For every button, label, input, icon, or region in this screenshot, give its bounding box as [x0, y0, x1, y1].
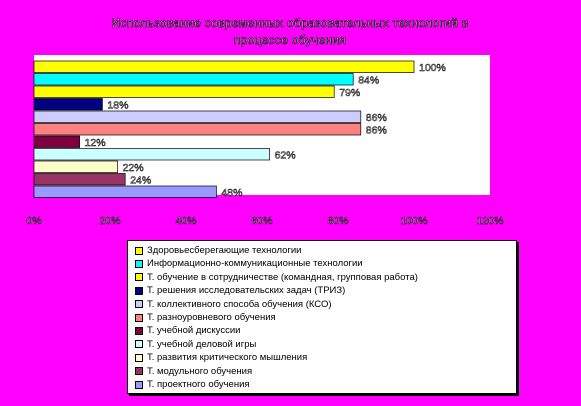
- legend-swatch: [135, 353, 143, 362]
- legend-label: Здоровьесберегающие технологии: [147, 245, 302, 256]
- legend-item-9: Т. развития критического мышления: [135, 351, 307, 364]
- legend-swatch: [135, 259, 143, 268]
- legend-label: Т. развития критического мышления: [147, 352, 308, 364]
- legend-swatch: [135, 380, 143, 389]
- data-label-11: 48%: [221, 187, 242, 199]
- bar-3: [33, 85, 335, 98]
- x-tick-label-3: 40%: [175, 215, 196, 227]
- bar-11: [33, 185, 217, 198]
- bar-9: [33, 160, 118, 173]
- bar-4: [33, 98, 103, 111]
- legend-swatch: [135, 367, 143, 376]
- legend-label: Т. коллективного способа обучения (КСО): [147, 298, 332, 310]
- legend-swatch: [135, 300, 143, 309]
- legend-label: Т. модульного обучения: [147, 365, 253, 377]
- chart-legend: Здоровьесберегающие технологии Информацио…: [127, 240, 517, 394]
- legend-item-7: Т. учебной дискуссии: [135, 324, 240, 337]
- x-tick-label-4: 60%: [251, 215, 272, 227]
- data-label-8: 62%: [275, 150, 296, 162]
- data-label-3: 79%: [339, 87, 360, 99]
- legend-label: Информационно-коммуникационные технологи…: [147, 258, 363, 270]
- data-label-1: 100%: [419, 62, 446, 74]
- bar-6: [33, 123, 362, 136]
- legend-item-8: Т. учебной деловой игры: [135, 338, 256, 351]
- legend-swatch: [135, 273, 143, 282]
- legend-item-10: Т. модульного обучения: [135, 365, 252, 378]
- bar-chart: 100% 84%79% 18% 86%86% 12% 62% 22%24% 48% 0% 20%…: [26, 55, 504, 227]
- legend-label: Т. учебной деловой игры: [147, 338, 257, 350]
- x-tick-label-7: 120%: [477, 215, 504, 227]
- chart-title-line-2: процессе обучения: [233, 33, 347, 48]
- legend-item-6: Т. разноуровневого обучения: [135, 311, 276, 324]
- x-tick-label-5: 80%: [327, 215, 348, 227]
- bar-8: [33, 148, 270, 161]
- legend-item-5: Т. коллективного способа обучения (КСО): [135, 298, 332, 311]
- data-label-10: 24%: [130, 175, 151, 187]
- legend-item-11: Т. проектного обучения: [135, 378, 250, 391]
- data-label-7: 12%: [85, 137, 106, 149]
- legend-label: Т. решения исследовательских задач (ТРИЗ…: [147, 285, 346, 297]
- data-label-9: 22%: [123, 162, 144, 174]
- legend-label: Т. учебной дискуссии: [147, 325, 241, 337]
- legend-swatch: [135, 246, 143, 255]
- legend-swatch: [135, 326, 143, 335]
- data-label-2: 84%: [358, 75, 379, 87]
- bar-1: [33, 60, 415, 73]
- legend-label: Т. обучение в сотрудничестве (командная,…: [147, 271, 418, 283]
- legend-swatch: [135, 340, 143, 349]
- data-label-4: 18%: [107, 100, 128, 112]
- data-label-6: 86%: [366, 125, 387, 137]
- bar-2: [33, 73, 354, 86]
- legend-swatch: [135, 313, 143, 322]
- x-tick-label-6: 100%: [401, 215, 428, 227]
- legend-item-4: Т. решения исследовательских задач (ТРИЗ…: [135, 284, 345, 297]
- legend-item-2: Информационно-коммуникационные технологи…: [135, 257, 363, 270]
- legend-item-1: Здоровьесберегающие технологии: [135, 244, 301, 257]
- legend-swatch: [135, 286, 143, 295]
- legend-item-3: Т. обучение в сотрудничестве (командная,…: [135, 271, 418, 284]
- bar-7: [33, 135, 80, 148]
- x-tick-label-1: 0%: [26, 215, 41, 227]
- legend-label: Т. проектного обучения: [147, 379, 250, 390]
- bar-10: [33, 173, 126, 186]
- data-label-5: 86%: [366, 112, 387, 124]
- chart-title-line-1: Использование современных образовательны…: [111, 16, 469, 31]
- bar-5: [33, 110, 362, 123]
- legend-label: Т. разноуровневого обучения: [147, 312, 276, 323]
- x-tick-label-2: 20%: [99, 215, 120, 227]
